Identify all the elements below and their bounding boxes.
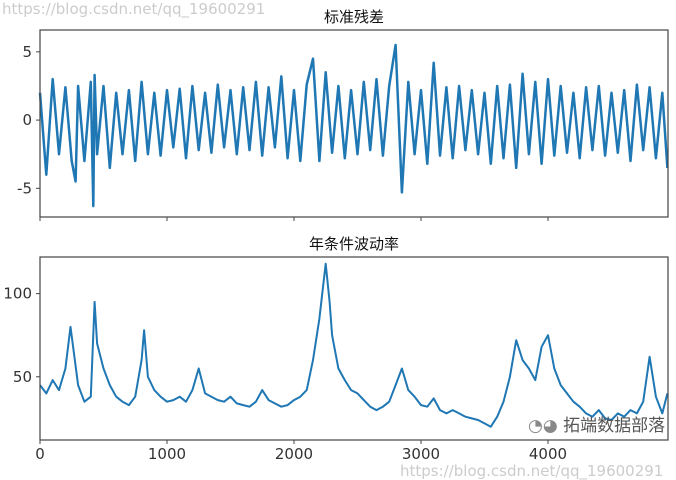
x-tick-label: 2000 — [275, 445, 313, 463]
watermark-brand-text: 拓端数据部落 — [563, 416, 666, 436]
axes-frame — [39, 256, 669, 441]
x-tick-label: 3000 — [402, 445, 440, 463]
y-tick-label: 5 — [22, 43, 32, 61]
series-line — [39, 262, 669, 428]
subplot-title: 标准残差 — [324, 8, 384, 26]
wechat-icon: ◔◕ — [528, 416, 564, 436]
y-tick-label: 50 — [13, 368, 32, 386]
series-line — [38, 43, 669, 208]
watermark-url-2: https://blog.csdn.net/qq_19600291 — [2, 0, 266, 18]
x-tick-label: 4000 — [529, 445, 567, 463]
subplot-2: 年条件波动率 100 50 0 1000 2000 3000 4000 — [3, 235, 669, 463]
y-tick-label: 0 — [22, 111, 32, 129]
subplot-1: 标准残差 5 0 -5 — [17, 8, 669, 221]
axes-frame — [39, 29, 669, 218]
watermark-url: https://blog.csdn.net/qq_19600291 — [400, 462, 664, 480]
watermark-brand: ◔◕ 拓端数据部落 — [528, 417, 665, 436]
x-tick-label: 0 — [35, 445, 45, 463]
y-tick-label: -5 — [17, 179, 32, 197]
y-tick-label: 100 — [3, 285, 32, 303]
subplot-title: 年条件波动率 — [309, 235, 399, 253]
x-tick-label: 1000 — [148, 445, 186, 463]
